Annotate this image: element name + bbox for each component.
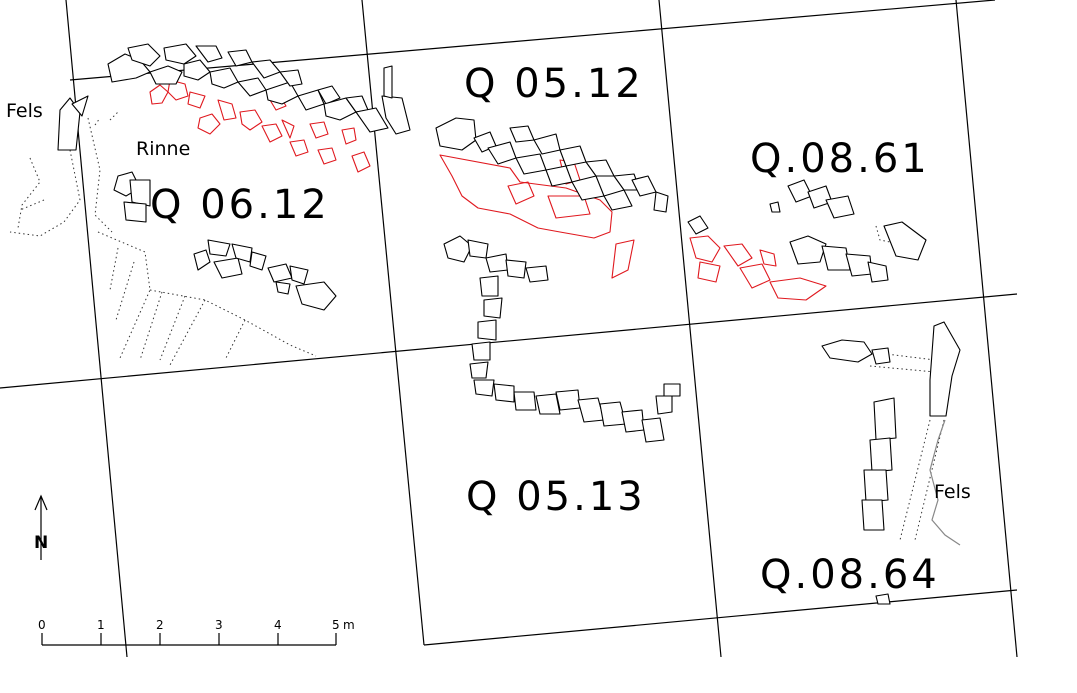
square-label-q0612: Q 06.12 bbox=[150, 182, 330, 228]
grid-line-middle bbox=[0, 294, 1017, 388]
scale-tick-1: 1 bbox=[97, 618, 105, 632]
label-fels-right: Fels bbox=[934, 481, 971, 503]
grid-line-col-4 bbox=[956, 0, 1017, 657]
square-label-q0864: Q.08.64 bbox=[760, 552, 940, 598]
north-label: N bbox=[34, 533, 48, 553]
grid-line-bottom bbox=[424, 590, 1017, 645]
grid-line-col-3 bbox=[659, 0, 721, 657]
square-label-q0861: Q.08.61 bbox=[750, 136, 930, 182]
scale-tick-0: 0 bbox=[38, 618, 46, 632]
scale-tick-2: 2 bbox=[156, 618, 164, 632]
scale-unit: m bbox=[343, 618, 355, 632]
scale-tick-4: 4 bbox=[274, 618, 282, 632]
label-rinne: Rinne bbox=[136, 138, 190, 160]
square-label-q0512: Q 05.12 bbox=[464, 61, 644, 107]
scale-tick-3: 3 bbox=[215, 618, 223, 632]
stone-wall-q0512 bbox=[436, 118, 680, 442]
scale-tick-5: 5 bbox=[332, 618, 340, 632]
stone-group-q0861 bbox=[688, 180, 926, 282]
north-arrow: N bbox=[34, 496, 48, 560]
stone-group-q0612 bbox=[194, 240, 336, 310]
scale-bar: 0 1 2 3 4 5 m bbox=[38, 618, 355, 645]
square-label-q0513: Q 05.13 bbox=[466, 474, 646, 520]
label-fels-left: Fels bbox=[6, 100, 43, 122]
grid-line-col-1 bbox=[66, 0, 127, 657]
